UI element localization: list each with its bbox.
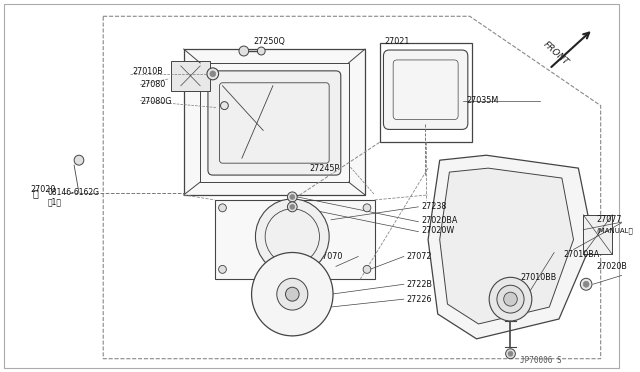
- Circle shape: [363, 204, 371, 212]
- Text: 27020: 27020: [31, 186, 56, 195]
- Circle shape: [504, 292, 517, 306]
- Circle shape: [287, 192, 297, 202]
- Text: (MANUAL）: (MANUAL）: [596, 227, 634, 234]
- FancyBboxPatch shape: [208, 71, 340, 175]
- Circle shape: [74, 155, 84, 165]
- Text: FRONT: FRONT: [541, 39, 570, 67]
- Circle shape: [252, 253, 333, 336]
- Text: 27250Q: 27250Q: [253, 36, 285, 46]
- Text: JP70006 S: JP70006 S: [520, 356, 562, 365]
- Circle shape: [363, 265, 371, 273]
- Text: 27035M: 27035M: [467, 96, 499, 105]
- Circle shape: [506, 349, 515, 359]
- Polygon shape: [428, 155, 593, 339]
- Circle shape: [239, 46, 249, 56]
- Polygon shape: [583, 215, 612, 254]
- Circle shape: [255, 199, 329, 274]
- Text: （1）: （1）: [48, 198, 62, 206]
- Circle shape: [257, 47, 265, 55]
- Circle shape: [508, 351, 513, 356]
- Circle shape: [497, 285, 524, 313]
- Polygon shape: [215, 200, 375, 279]
- Circle shape: [290, 195, 295, 199]
- Circle shape: [489, 277, 532, 321]
- Text: 08146-6162G: 08146-6162G: [48, 189, 100, 198]
- Text: 27070: 27070: [317, 252, 343, 261]
- Circle shape: [580, 278, 592, 290]
- Text: 27021: 27021: [385, 36, 410, 46]
- Polygon shape: [171, 61, 210, 91]
- Text: 27010BA: 27010BA: [564, 250, 600, 259]
- Text: 27238: 27238: [421, 202, 447, 211]
- Text: 27020W: 27020W: [421, 226, 454, 235]
- Circle shape: [210, 71, 216, 77]
- Text: 27245P: 27245P: [310, 164, 340, 173]
- Circle shape: [207, 68, 219, 80]
- Circle shape: [221, 102, 228, 110]
- Circle shape: [583, 281, 589, 287]
- Text: 27080: 27080: [140, 80, 165, 89]
- Text: 27020B: 27020B: [596, 262, 628, 271]
- Text: 2722B: 2722B: [407, 280, 433, 289]
- FancyBboxPatch shape: [383, 50, 468, 129]
- Polygon shape: [440, 168, 573, 324]
- Circle shape: [219, 204, 227, 212]
- Text: 27010B: 27010B: [132, 67, 163, 76]
- Text: 27010BB: 27010BB: [520, 273, 556, 282]
- Text: 27226: 27226: [407, 295, 432, 304]
- Text: 27020BA: 27020BA: [421, 216, 458, 225]
- Text: Ⓑ: Ⓑ: [33, 188, 38, 198]
- Circle shape: [287, 202, 297, 212]
- Text: 27072: 27072: [407, 252, 432, 261]
- Circle shape: [290, 204, 295, 209]
- Circle shape: [219, 265, 227, 273]
- Text: 27080G: 27080G: [140, 97, 172, 106]
- Circle shape: [276, 278, 308, 310]
- Polygon shape: [184, 49, 365, 195]
- Text: 27077: 27077: [596, 215, 622, 224]
- Circle shape: [285, 287, 299, 301]
